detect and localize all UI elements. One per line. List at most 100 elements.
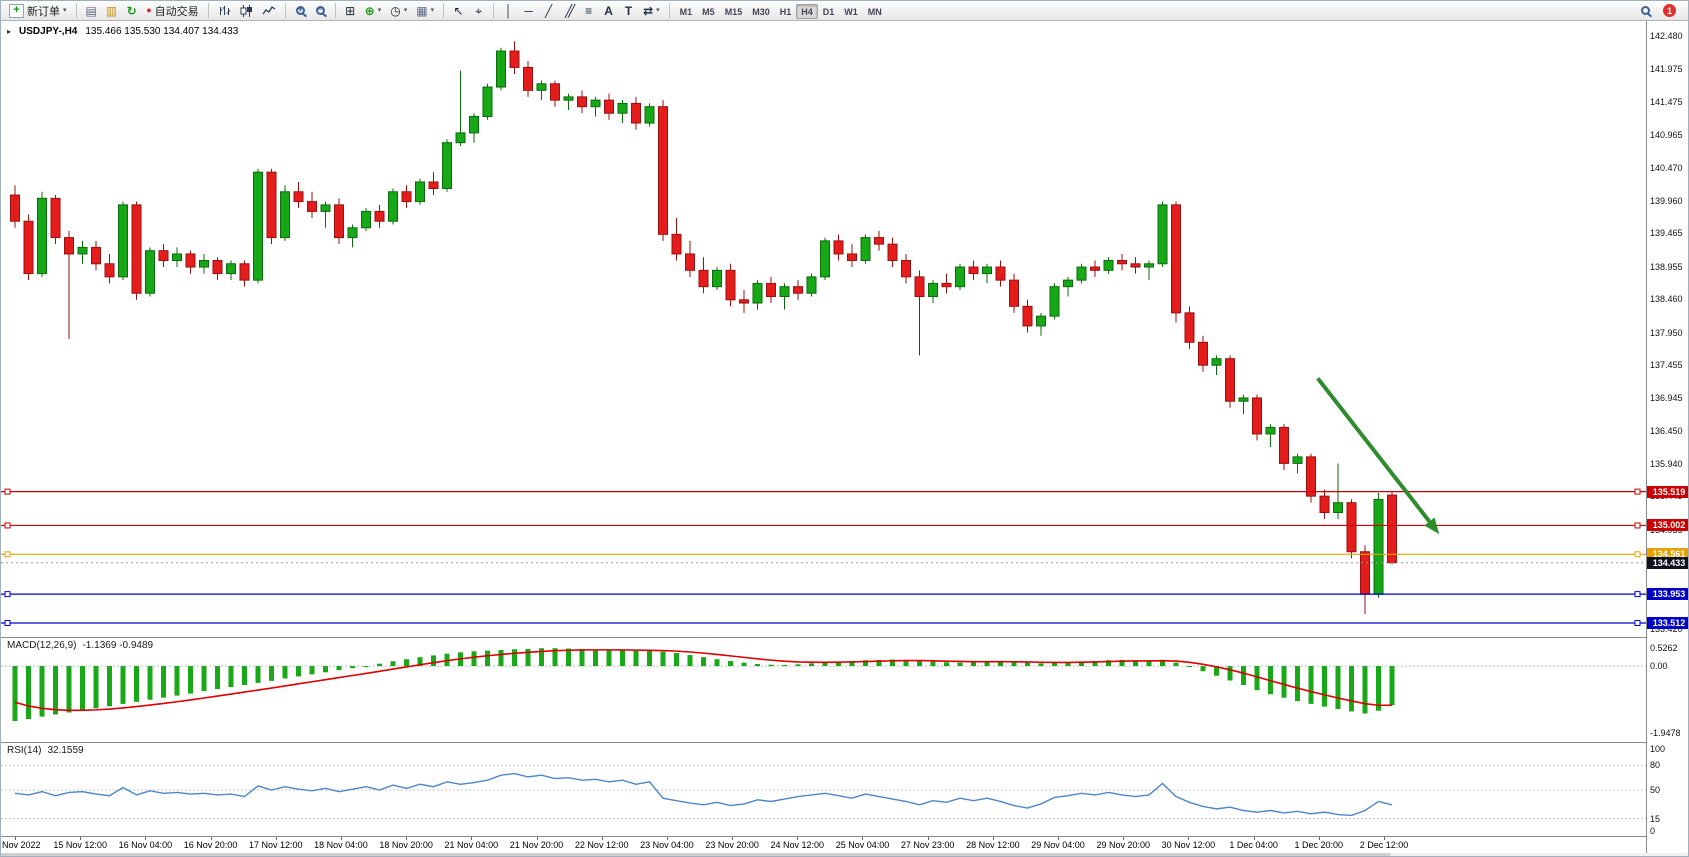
timeframe-m15[interactable]: M15 — [720, 4, 748, 19]
timeframe-h1[interactable]: H1 — [775, 4, 797, 19]
line-handle[interactable] — [4, 551, 11, 558]
autotrading-button[interactable]: ● 自动交易 — [142, 2, 202, 19]
price-badge: 135.519 — [1647, 485, 1688, 498]
zoom-in-icon: + — [295, 4, 305, 15]
price-axis-tick: 141.975 — [1650, 64, 1683, 75]
template-button[interactable]: ▦ ▾ — [412, 2, 438, 19]
price-axis-tick: 138.955 — [1650, 261, 1683, 272]
line-handle[interactable] — [1634, 551, 1641, 558]
trendline-icon: ╱ — [544, 3, 553, 18]
line-handle[interactable] — [1634, 488, 1641, 495]
line-chart-icon — [262, 5, 276, 14]
line-handle[interactable] — [4, 619, 11, 626]
arrow-annotation[interactable] — [1316, 377, 1440, 535]
rsi-axis-tick: 80 — [1650, 760, 1661, 771]
template-icon: ▦ — [416, 3, 428, 18]
text-label-button[interactable]: T — [619, 2, 638, 19]
vertical-line-button[interactable]: │ — [499, 2, 518, 19]
price-axis[interactable]: 142.480 141.975 141.475 140.965 140.470 139.9… — [1646, 21, 1688, 853]
bar-chart-icon — [219, 5, 231, 15]
horizontal-lines-group[interactable] — [1, 488, 1646, 626]
scrollbar-thumb[interactable] — [1, 853, 1391, 856]
time-axis-tick — [601, 837, 603, 840]
chevron-down-icon: ▾ — [63, 7, 67, 14]
time-axis-label: 27 Nov 23:00 — [900, 840, 955, 850]
notification-badge[interactable]: 1 — [1663, 4, 1676, 17]
time-axis-label: 24 Nov 12:00 — [770, 840, 825, 850]
channel-button[interactable]: ╱ — [559, 2, 578, 19]
refresh-icon: ↻ — [126, 3, 137, 18]
line-handle[interactable] — [1634, 619, 1641, 626]
time-axis-label: 18 Nov 04:00 — [314, 840, 368, 850]
new-order-button[interactable]: + 新订单 ▾ — [5, 2, 71, 19]
fibonacci-button[interactable]: ≡ — [579, 2, 598, 19]
zoom-in-button[interactable]: + — [291, 2, 310, 19]
time-axis-label: 16 Nov 20:00 — [183, 840, 238, 850]
rsi-axis-tick: 50 — [1650, 785, 1661, 795]
timeframe-h4[interactable]: H4 — [796, 4, 818, 19]
zoom-out-icon: − — [315, 4, 325, 15]
macd-axis-tick: 0.5262 — [1650, 643, 1678, 653]
time-axis-tick — [1384, 837, 1385, 840]
arrows-button[interactable]: ⇄ ▾ — [639, 2, 664, 19]
chart-profile-button[interactable]: ▤ — [82, 2, 101, 19]
line-handle[interactable] — [1634, 591, 1641, 598]
data-window-icon: ▥ — [105, 3, 118, 18]
time-axis-tick — [471, 837, 473, 840]
data-window-button[interactable]: ▥ — [102, 2, 121, 19]
time-axis-tick — [80, 837, 82, 840]
trendline-button[interactable]: ╱ — [539, 2, 558, 19]
line-chart-type-button[interactable] — [258, 2, 280, 19]
search-button[interactable] — [1636, 2, 1655, 19]
timeframe-w1[interactable]: W1 — [839, 4, 863, 19]
crosshair-button[interactable]: ⌖ — [469, 2, 488, 19]
bar-chart-type-button[interactable] — [214, 2, 235, 19]
toolbar-separator — [75, 3, 77, 18]
text-button[interactable]: A — [599, 2, 618, 19]
candle-chart-type-button[interactable] — [236, 2, 257, 19]
line-handle[interactable] — [4, 488, 11, 495]
line-handle[interactable] — [4, 522, 11, 529]
time-axis-label: 17 Nov 12:00 — [248, 840, 303, 850]
price-axis-tick: 136.945 — [1650, 393, 1683, 404]
tile-windows-button[interactable]: ⊞ — [341, 2, 360, 19]
price-badge: 134.433 — [1647, 556, 1688, 569]
refresh-button[interactable]: ↻ — [122, 2, 141, 19]
price-axis-tick: 139.960 — [1650, 195, 1683, 206]
rsi-label: RSI(14) 32.1559 — [7, 745, 84, 756]
indicators-button[interactable]: ⊕ ▾ — [361, 2, 386, 19]
macd-canvas[interactable] — [1, 638, 1689, 742]
time-axis-tick — [732, 837, 734, 840]
tile-windows-icon: ⊞ — [345, 3, 356, 18]
horizontal-line-button[interactable]: ─ — [519, 2, 538, 19]
timeframe-m30[interactable]: M30 — [747, 4, 775, 19]
time-axis-label: 15 Nov 12:00 — [53, 840, 107, 850]
line-handle[interactable] — [1634, 522, 1641, 529]
timeframe-d1[interactable]: D1 — [818, 4, 840, 19]
candlestick-chart-icon — [240, 4, 252, 17]
main-chart-canvas[interactable] — [1, 21, 1689, 637]
price-axis-tick: 140.965 — [1650, 130, 1683, 141]
search-icon — [1641, 6, 1650, 15]
rsi-canvas[interactable] — [1, 743, 1689, 836]
zoom-out-button[interactable]: − — [311, 2, 330, 19]
cursor-button[interactable]: ↖ — [449, 2, 468, 19]
chevron-down-icon: ▾ — [377, 7, 382, 14]
line-handle[interactable] — [4, 591, 11, 598]
time-axis-tick — [406, 837, 408, 840]
timeframe-group: M1 M5 M15 M30 H1 H4 D1 W1 MN — [675, 2, 887, 20]
rsi-line — [14, 772, 1393, 817]
timeframe-m5[interactable]: M5 — [697, 4, 720, 19]
text-label-icon: T — [624, 3, 633, 18]
period-button[interactable]: ◷ ▾ — [386, 2, 411, 19]
arrows-icon: ⇄ — [643, 3, 654, 18]
time-axis-tick — [927, 837, 929, 840]
time-axis-tick — [1318, 837, 1320, 840]
time-axis-label: 2 Dec 12:00 — [1359, 840, 1409, 850]
time-axis-label: 29 Nov 04:00 — [1031, 840, 1085, 850]
time-axis[interactable]: 14 Nov 2022 15 Nov 12:00 16 Nov 04:00 16 No… — [1, 836, 1688, 853]
timeframe-mn[interactable]: MN — [863, 4, 887, 19]
time-axis-label: 1 Dec 20:00 — [1294, 840, 1344, 850]
timeframe-m1[interactable]: M1 — [675, 4, 698, 19]
